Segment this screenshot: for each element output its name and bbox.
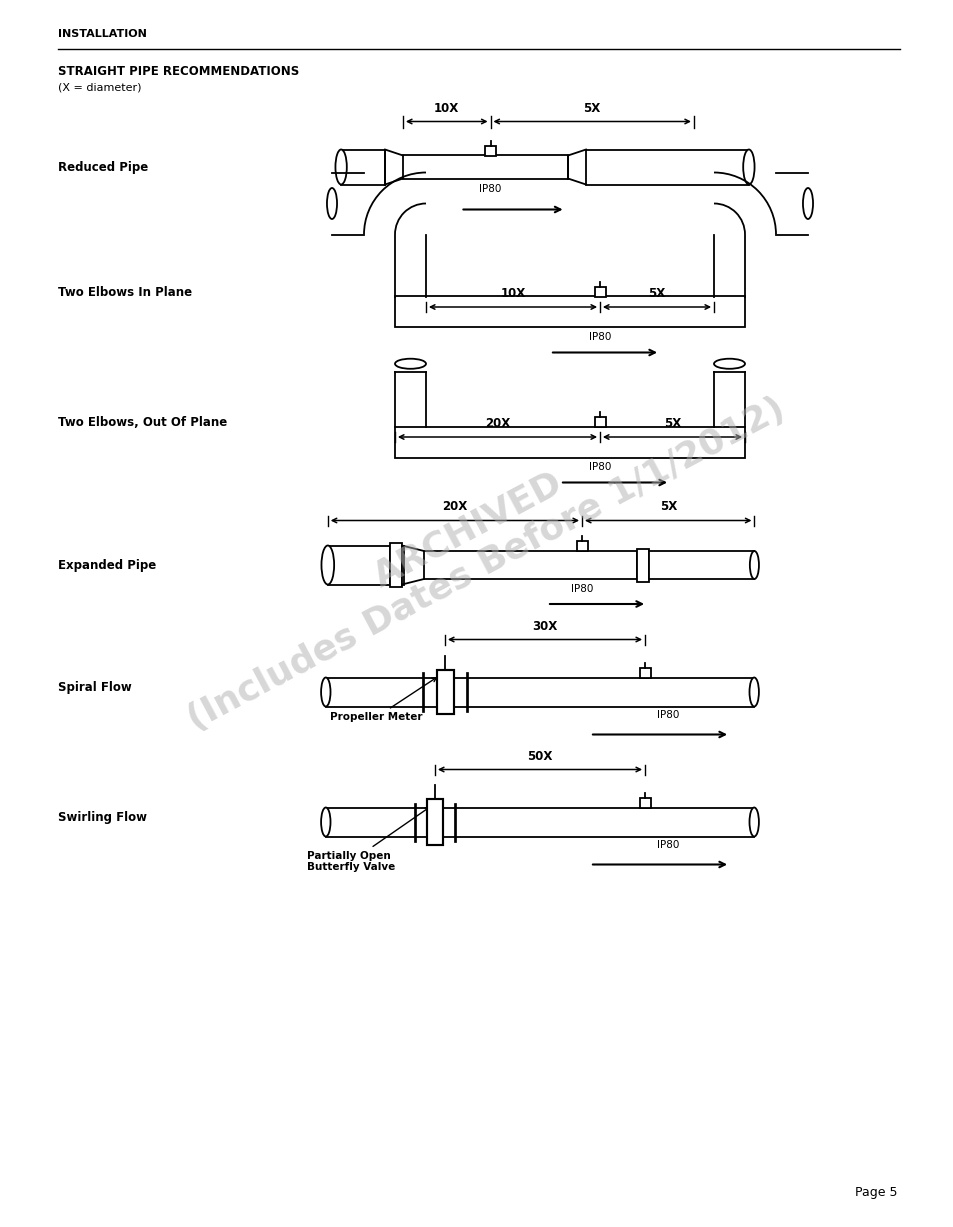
Text: Reduced Pipe: Reduced Pipe	[58, 161, 148, 173]
Text: 5X: 5X	[648, 287, 665, 299]
Text: IP80: IP80	[570, 584, 593, 594]
Text: Expanded Pipe: Expanded Pipe	[58, 558, 156, 572]
Ellipse shape	[327, 188, 336, 218]
Text: Propeller Meter: Propeller Meter	[330, 677, 436, 723]
Text: Partially Open
Butterfly Valve: Partially Open Butterfly Valve	[307, 807, 429, 872]
Text: IP80: IP80	[657, 839, 679, 849]
Bar	[484, 146, 496, 156]
Ellipse shape	[395, 358, 426, 369]
Text: 5X: 5X	[663, 417, 680, 429]
Ellipse shape	[321, 677, 330, 707]
Bar	[637, 548, 648, 582]
Bar	[427, 799, 442, 845]
Bar	[576, 541, 587, 551]
Text: IP80: IP80	[588, 333, 611, 342]
Bar	[341, 150, 385, 184]
Ellipse shape	[742, 150, 754, 184]
Ellipse shape	[713, 358, 744, 369]
Text: (X = diameter): (X = diameter)	[58, 82, 141, 92]
Bar	[390, 544, 401, 587]
Bar	[395, 427, 744, 458]
Bar	[639, 798, 650, 807]
Text: 5X: 5X	[659, 501, 676, 514]
Bar	[328, 546, 390, 584]
Ellipse shape	[321, 546, 334, 584]
Text: IP80: IP80	[478, 184, 501, 194]
Ellipse shape	[749, 551, 759, 579]
Text: 10X: 10X	[500, 287, 525, 299]
Text: Swirling Flow: Swirling Flow	[58, 811, 147, 823]
Ellipse shape	[321, 807, 330, 837]
Text: Two Elbows In Plane: Two Elbows In Plane	[58, 286, 192, 298]
Bar	[639, 667, 650, 677]
Text: IP80: IP80	[588, 463, 611, 472]
Text: 20X: 20X	[442, 501, 467, 514]
Text: ARCHIVED
(Includes Dates Before 1/1/2012): ARCHIVED (Includes Dates Before 1/1/2012…	[163, 357, 790, 737]
Bar	[594, 416, 605, 427]
Text: 20X: 20X	[484, 417, 510, 429]
Text: 50X: 50X	[527, 750, 552, 762]
Bar	[402, 156, 567, 178]
Bar	[594, 286, 605, 297]
Bar	[585, 150, 748, 184]
Ellipse shape	[335, 150, 347, 184]
Text: 30X: 30X	[532, 620, 558, 632]
Bar	[326, 807, 754, 837]
Ellipse shape	[802, 188, 812, 218]
Ellipse shape	[749, 807, 759, 837]
Ellipse shape	[749, 677, 759, 707]
Text: Page 5: Page 5	[854, 1187, 897, 1199]
Text: INSTALLATION: INSTALLATION	[58, 29, 147, 39]
Text: STRAIGHT PIPE RECOMMENDATIONS: STRAIGHT PIPE RECOMMENDATIONS	[58, 65, 299, 79]
Bar	[401, 546, 403, 584]
Bar	[395, 297, 744, 328]
Text: 5X: 5X	[583, 102, 600, 114]
Bar	[648, 551, 754, 579]
Text: IP80: IP80	[657, 709, 679, 719]
Bar	[436, 670, 453, 714]
Bar	[423, 551, 637, 579]
Text: Spiral Flow: Spiral Flow	[58, 681, 132, 693]
Bar	[326, 677, 754, 707]
Text: 10X: 10X	[434, 102, 459, 114]
Text: Two Elbows, Out Of Plane: Two Elbows, Out Of Plane	[58, 416, 227, 428]
